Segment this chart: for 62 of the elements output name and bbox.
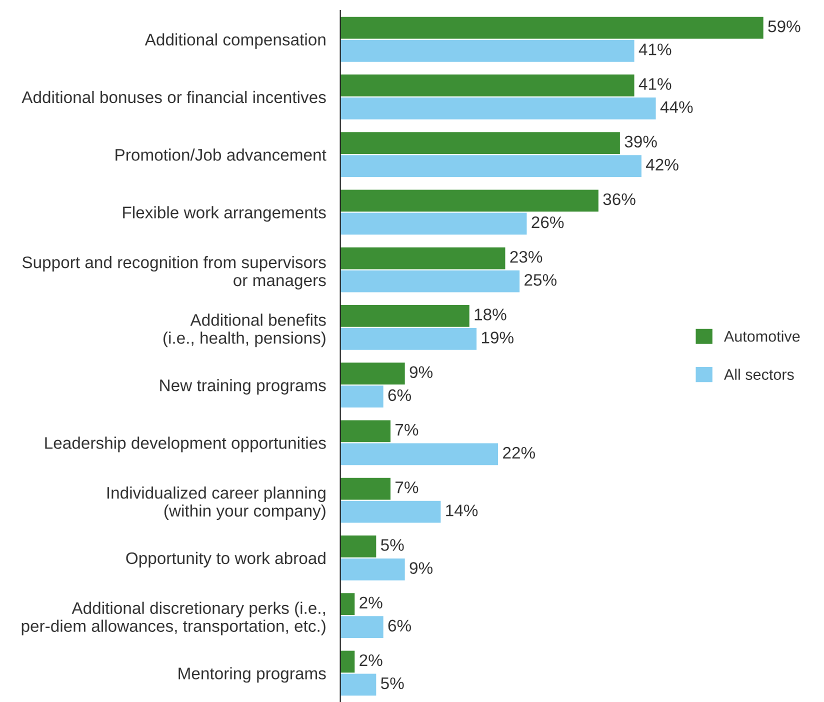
data-label: 41%: [638, 78, 672, 90]
data-label: 19%: [482, 332, 514, 344]
bar: [340, 593, 355, 615]
y-tick-label: Support and recognition from supervisors or managers: [22, 256, 326, 290]
data-label: 39%: [624, 136, 657, 148]
data-label: 44%: [660, 101, 693, 113]
bar: [340, 500, 441, 523]
bar: [340, 98, 656, 120]
y-tick-label: Individualized career planning (within your company): [107, 486, 326, 520]
data-label: 26%: [532, 216, 564, 228]
bar: [340, 386, 384, 408]
data-label: 9%: [410, 562, 433, 574]
data-label: 9%: [410, 366, 433, 378]
y-tick-label: Additional discretionary perks (i.e., per-diem allowances, transportation, etc.): [22, 602, 326, 636]
data-label: 42%: [646, 158, 678, 171]
bar: [340, 190, 598, 212]
bar: [340, 535, 376, 558]
data-label: 5%: [380, 539, 404, 551]
data-label: 41%: [638, 44, 672, 56]
data-label: 7%: [396, 424, 418, 436]
bar: [340, 478, 391, 500]
data-label: 23%: [510, 250, 542, 263]
bar: [340, 40, 634, 62]
y-tick-label: Flexible work arrangements: [123, 206, 326, 222]
bar: [340, 74, 634, 96]
y-tick-label: Additional bonuses or financial incentives: [22, 90, 326, 104]
data-label: 14%: [446, 504, 478, 516]
y-tick-label: Leadership development opportunities: [45, 436, 326, 452]
bar: [340, 362, 405, 384]
y-tick-label: Promotion/Job advancement: [116, 148, 326, 161]
bar: [340, 420, 391, 442]
data-label: 6%: [388, 389, 411, 402]
bar: [340, 270, 520, 292]
bar: [340, 443, 498, 466]
y-tick-label: Mentoring programs: [178, 667, 326, 683]
y-tick-label: New training programs: [160, 379, 326, 395]
bar: [340, 304, 470, 327]
legend-label: All sectors: [724, 368, 794, 380]
bar: [340, 155, 642, 178]
data-label: 25%: [524, 274, 556, 286]
y-tick-label: Additional compensation: [144, 33, 326, 49]
bar: [340, 212, 527, 235]
data-label: 22%: [503, 446, 535, 459]
data-label: 36%: [603, 193, 636, 206]
y-tick-label: Additional benefits (i.e., health, pensions): [163, 314, 326, 348]
data-label: 6%: [388, 620, 411, 632]
data-label: 5%: [380, 677, 404, 690]
bar: [340, 616, 384, 638]
bar: [340, 674, 376, 696]
legend-label: Automotive: [724, 330, 800, 342]
bar: [340, 132, 620, 154]
bar: [340, 247, 506, 270]
bar: [340, 558, 405, 580]
data-label: 59%: [768, 20, 800, 32]
data-label: 7%: [396, 482, 418, 494]
bar: [340, 650, 355, 673]
data-label: 18%: [474, 308, 506, 320]
data-label: 2%: [360, 654, 382, 666]
data-label: 2%: [360, 596, 382, 608]
bar: [340, 16, 764, 39]
bar: [340, 328, 477, 350]
y-tick-label: Opportunity to work abroad: [126, 552, 326, 568]
